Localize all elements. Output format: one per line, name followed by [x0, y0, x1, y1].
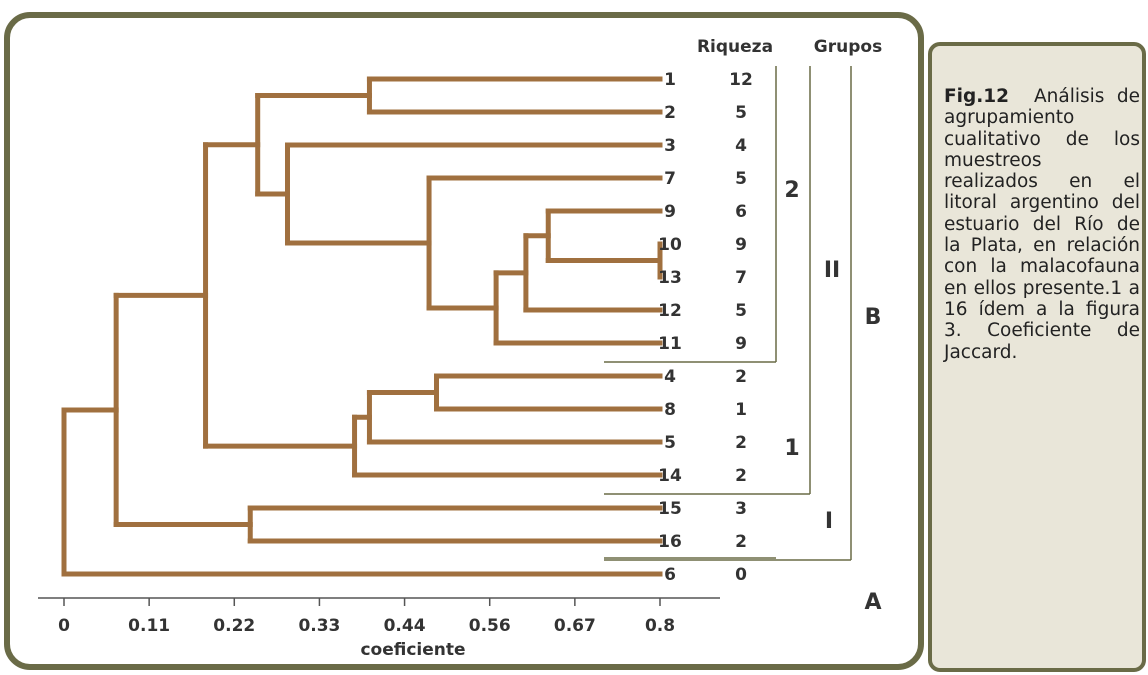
x-tick-label: 0.56	[469, 616, 511, 636]
leaf-sample-label: 1	[664, 70, 676, 90]
leaf-sample-label: 13	[658, 268, 682, 288]
group-1-label: 1	[784, 436, 799, 461]
leaf-sample-label: 9	[664, 202, 676, 222]
leaf-richness-value: 12	[729, 70, 753, 90]
leaf-richness-value: 2	[735, 532, 747, 552]
leaf-richness-value: 6	[735, 202, 747, 222]
x-tick-label: 0.8	[645, 616, 675, 636]
caption-panel: Fig.12 Análisis de agrupamiento cualitat…	[928, 42, 1146, 672]
leaf-richness-value: 9	[735, 235, 747, 255]
x-tick-label: 0.67	[554, 616, 596, 636]
x-axis-label: coeficiente	[360, 640, 465, 660]
x-tick-label: 0	[58, 616, 70, 636]
leaf-richness-value: 5	[735, 103, 747, 123]
leaf-richness-value: 2	[735, 466, 747, 486]
figure-caption: Fig.12 Análisis de agrupamiento cualitat…	[944, 86, 1140, 363]
x-tick-label: 0.44	[384, 616, 426, 636]
leaf-richness-value: 0	[735, 565, 747, 585]
leaf-richness-value: 5	[735, 169, 747, 189]
leaf-richness-value: 9	[735, 334, 747, 354]
group-A-label: A	[864, 590, 881, 615]
leaf-sample-label: 8	[664, 400, 676, 420]
leaf-sample-label: 11	[658, 334, 682, 354]
leaf-richness-value: 1	[735, 400, 747, 420]
x-tick-label: 0.33	[298, 616, 340, 636]
leaf-sample-label: 10	[658, 235, 682, 255]
groups-header: Grupos	[814, 37, 882, 57]
group-B-label: B	[865, 305, 882, 330]
leaf-sample-label: 15	[658, 499, 682, 519]
leaf-richness-value: 7	[735, 268, 747, 288]
leaf-sample-label: 6	[664, 565, 676, 585]
caption-label: Fig.12	[944, 86, 1009, 107]
leaf-richness-value: 4	[735, 136, 747, 156]
leaf-sample-label: 4	[664, 367, 676, 387]
leaf-sample-label: 14	[658, 466, 682, 486]
x-tick-label: 0.22	[213, 616, 255, 636]
group-II-label: II	[824, 258, 840, 283]
leaf-richness-value: 3	[735, 499, 747, 519]
leaf-sample-label: 3	[664, 136, 676, 156]
leaf-richness-value: 2	[735, 433, 747, 453]
leaf-sample-label: 16	[658, 532, 682, 552]
leaf-richness-value: 2	[735, 367, 747, 387]
leaf-sample-label: 7	[664, 169, 676, 189]
leaf-sample-label: 12	[658, 301, 682, 321]
richness-header: Riqueza	[697, 37, 773, 57]
leaf-sample-label: 5	[664, 433, 676, 453]
group-I-label: I	[825, 509, 833, 534]
leaf-sample-label: 2	[664, 103, 676, 123]
caption-body: Análisis de agrupamiento cualitativo de …	[944, 86, 1141, 363]
group-2-label: 2	[784, 178, 799, 203]
x-tick-label: 0.11	[128, 616, 170, 636]
dendrogram-chart: 1 122 53 47 59 610 913 712 511 94 28 15 214 215 316 26 0…	[38, 37, 882, 660]
leaf-richness-value: 5	[735, 301, 747, 321]
